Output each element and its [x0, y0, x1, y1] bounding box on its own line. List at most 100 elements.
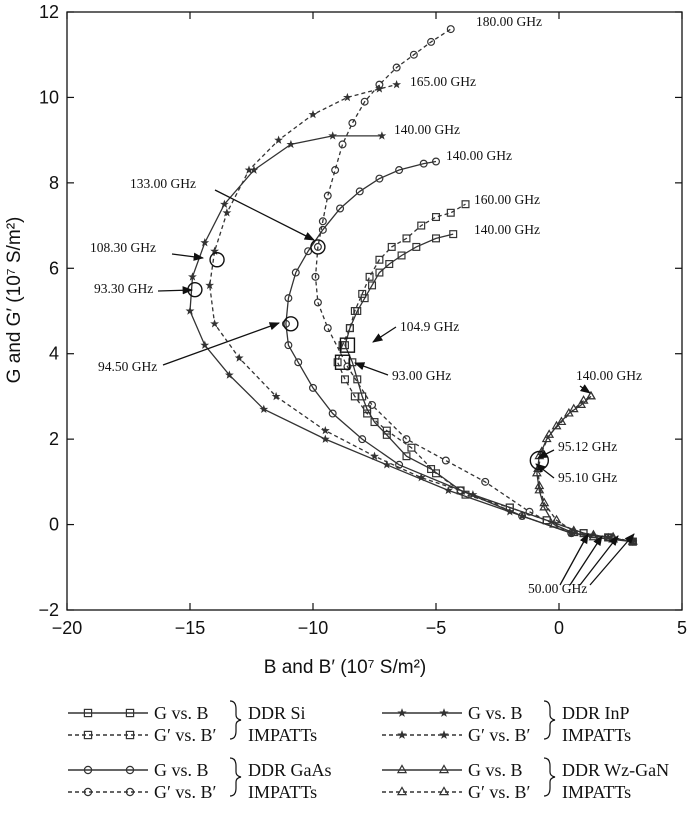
data-point	[534, 480, 545, 490]
data-point	[291, 268, 300, 277]
data-point	[205, 280, 215, 290]
series-4	[311, 25, 637, 546]
legend-marker	[397, 708, 407, 717]
x-axis-title: B and B′ (10⁷ S/m²)	[264, 657, 427, 678]
annotation-label: 108.30 GHz	[90, 240, 156, 255]
legend-solid-label: G vs. B	[468, 703, 523, 723]
data-point	[188, 272, 197, 281]
data-point	[417, 221, 426, 230]
data-point	[348, 119, 357, 128]
data-point	[200, 340, 210, 349]
data-point	[392, 63, 401, 72]
data-point	[328, 131, 338, 140]
plot-frame	[66, 11, 683, 611]
annotation-label: 50.00 GHz	[528, 581, 587, 596]
data-point	[343, 92, 352, 102]
legend-marker	[396, 764, 408, 774]
data-point	[220, 199, 229, 208]
series-3	[281, 157, 637, 546]
data-point	[402, 234, 411, 243]
data-point	[544, 429, 555, 438]
data-point	[365, 272, 374, 281]
data-point	[338, 341, 347, 350]
plot-border	[66, 11, 683, 611]
legend-dashed-label: G′ vs. B′	[154, 725, 216, 745]
data-point	[382, 426, 391, 435]
data-point	[382, 430, 391, 439]
legend-marker	[125, 730, 135, 740]
legend-type-label: IMPATTs	[562, 725, 631, 745]
legend-marker	[125, 765, 135, 775]
y-tick-label: −2	[38, 600, 59, 620]
data-point	[360, 294, 369, 303]
data-point	[345, 324, 354, 333]
data-point	[525, 507, 534, 516]
annotation-label: 140.00 GHz	[446, 148, 512, 163]
data-point	[556, 416, 567, 426]
y-tick-label: 8	[49, 173, 59, 193]
data-point	[443, 485, 453, 495]
legend-marker	[397, 730, 407, 739]
annotation-arrow	[171, 252, 205, 261]
annotation-label: 93.00 GHz	[392, 368, 451, 383]
annotation-label: 165.00 GHz	[410, 74, 476, 89]
annotation-arrow	[214, 189, 315, 241]
legend-dashed-label: G′ vs. B′	[154, 782, 216, 802]
annotation-arrow	[579, 535, 619, 586]
data-point	[446, 208, 455, 217]
data-point	[286, 139, 296, 149]
data-point	[222, 208, 232, 217]
series-1	[340, 230, 637, 546]
data-point	[338, 140, 347, 149]
data-point	[271, 391, 281, 401]
legend-type-label: IMPATTs	[248, 725, 317, 745]
data-point	[308, 109, 318, 119]
legend-device-label: DDR Si	[248, 703, 306, 723]
series-line	[209, 83, 633, 543]
series-line	[344, 233, 633, 543]
data-point	[304, 247, 313, 256]
highlight-ring	[187, 281, 203, 298]
y-tick-label: 6	[49, 258, 59, 278]
annotation-label: 93.30 GHz	[94, 281, 153, 296]
annotation-label: 160.00 GHz	[474, 192, 540, 207]
data-point	[323, 191, 332, 200]
data-point	[481, 477, 490, 486]
annotation-label: 140.00 GHz	[474, 222, 540, 237]
data-point	[549, 518, 560, 528]
legend-marker	[125, 708, 135, 718]
data-point	[368, 400, 377, 409]
data-point	[568, 527, 579, 537]
data-point	[274, 135, 283, 144]
data-point	[517, 511, 527, 520]
series-line	[314, 28, 633, 543]
data-point	[350, 392, 359, 401]
data-point	[419, 159, 428, 168]
highlight-ring	[283, 316, 299, 332]
data-point	[427, 465, 436, 474]
data-point	[320, 426, 330, 435]
data-point	[541, 433, 552, 443]
data-point	[382, 460, 392, 469]
x-tick-label: 0	[554, 618, 564, 638]
data-point	[432, 157, 441, 166]
data-point	[402, 452, 411, 461]
y-tick-label: 0	[49, 515, 59, 535]
legend-marker	[396, 786, 408, 796]
data-point	[539, 497, 550, 507]
data-point	[313, 242, 322, 251]
annotation-label: 180.00 GHz	[476, 14, 542, 29]
legend-brace	[543, 757, 556, 797]
data-point	[368, 281, 377, 290]
data-point	[358, 435, 367, 444]
data-point	[563, 407, 574, 417]
legend-dashed-label: G′ vs. B′	[468, 725, 530, 745]
annotation-label: 95.12 GHz	[558, 439, 617, 454]
data-point	[224, 370, 234, 379]
data-point	[309, 383, 318, 392]
data-point	[358, 289, 367, 298]
data-point	[360, 97, 369, 106]
legend-type-label: IMPATTs	[562, 782, 631, 802]
y-tick-label: 2	[49, 429, 59, 449]
